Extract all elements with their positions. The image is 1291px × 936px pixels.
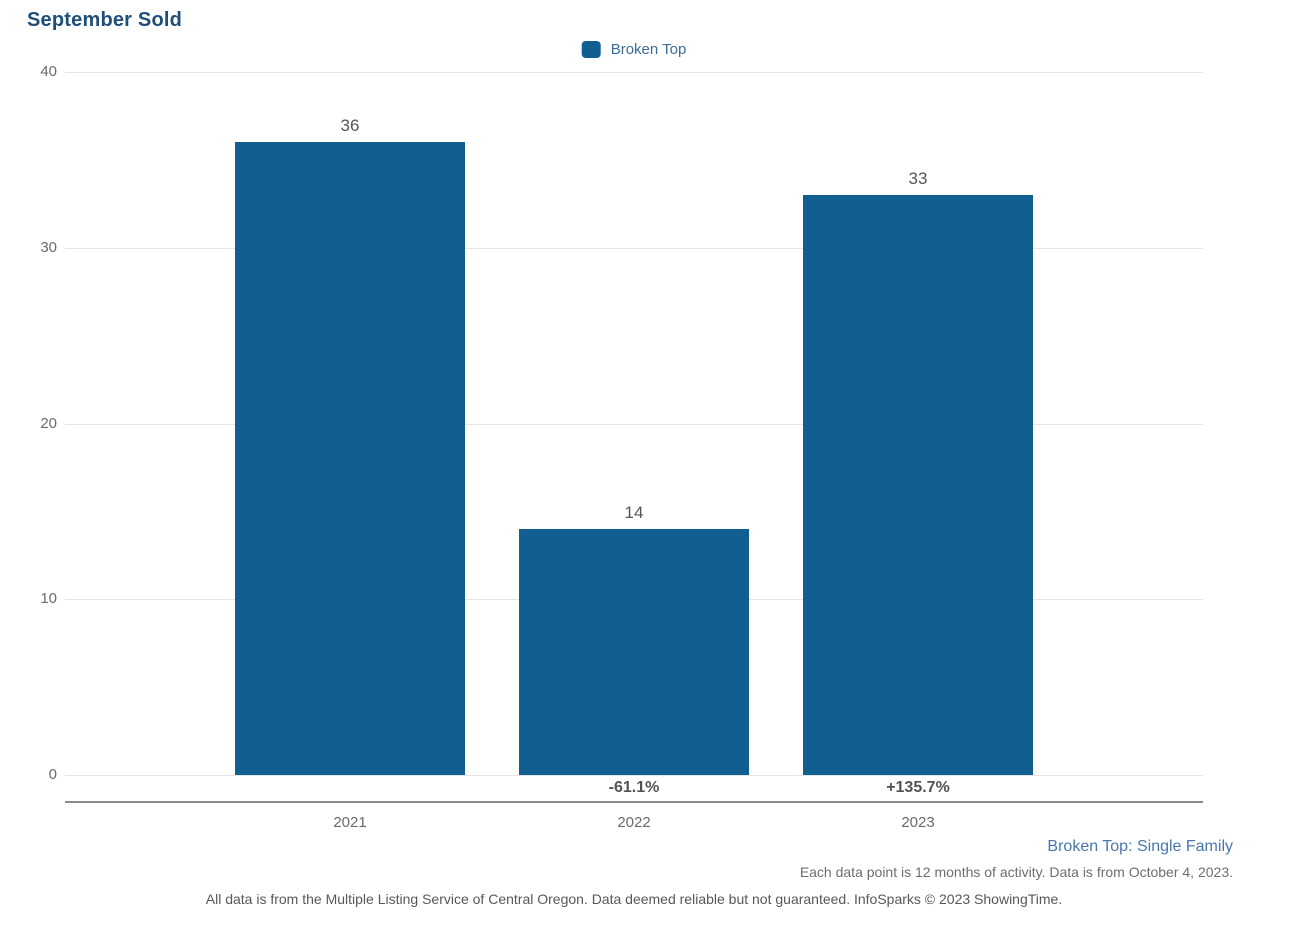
legend: Broken Top (581, 41, 687, 58)
bar-value-label-2021: 36 (340, 116, 360, 136)
y-tick-label-0: 0 (48, 766, 57, 783)
x-axis-line (65, 801, 1203, 803)
pct-change-label-2022: -61.1% (608, 779, 660, 796)
bar-value-label-2022: 14 (624, 502, 644, 522)
legend-swatch-broken-top[interactable] (581, 41, 601, 58)
gridline-20 (65, 423, 1203, 425)
legend-label[interactable]: Broken Top (610, 41, 687, 58)
bar-value-label-2023: 33 (908, 169, 928, 189)
chart-title: September Sold (27, 9, 183, 31)
gridline-40 (65, 72, 1203, 73)
x-tick-label-2022: 2022 (617, 814, 651, 831)
y-tick-label-30: 30 (40, 238, 57, 256)
footer-data-note: Each data point is 12 months of activity… (799, 864, 1233, 880)
pct-change-label-2023: +135.7% (886, 779, 950, 796)
y-tick-label-40: 40 (40, 63, 57, 80)
y-tick-label-20: 20 (40, 414, 57, 432)
footer-disclaimer: All data is from the Multiple Listing Se… (205, 891, 1063, 907)
bar-2021 (235, 142, 465, 775)
y-tick-label-10: 10 (40, 590, 57, 608)
x-tick-label-2023: 2023 (901, 814, 935, 831)
bar-2022 (519, 528, 749, 775)
x-tick-label-2021: 2021 (333, 814, 367, 831)
gridline-0 (65, 775, 1203, 776)
footer-series-note: Broken Top: Single Family (1047, 838, 1233, 855)
gridline-30 (65, 247, 1203, 249)
bar-2023 (803, 195, 1033, 775)
